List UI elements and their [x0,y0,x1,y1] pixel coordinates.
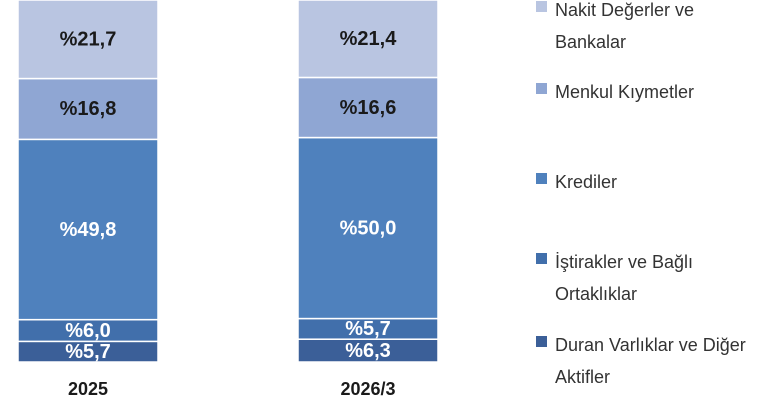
value-label: %6,3 [345,340,391,362]
legend-label: Nakit Değerler ve Bankalar [555,0,695,52]
legend-item: Nakit Değerler ve Bankalar [536,0,766,58]
legend-swatch [536,1,547,12]
legend-item: İştirakler ve Bağlı Ortaklıklar [536,246,766,310]
value-label: %5,7 [65,341,111,363]
bar-segment [297,136,439,320]
value-label: %6,0 [65,320,111,342]
x-tick-label: 2026/3 [340,379,395,399]
bar-segment [297,76,439,139]
legend-item: Menkul Kıymetler [536,76,766,108]
legend-label: İştirakler ve Bağlı Ortaklıklar [555,252,694,304]
value-label: %49,8 [60,219,117,241]
legend-swatch [536,253,547,264]
x-tick-label: 2025 [68,379,108,399]
bar-segment [297,0,439,79]
bar-segment [17,138,159,321]
bar-segment [17,0,159,80]
value-label: %21,7 [60,29,117,51]
value-label: %21,4 [340,28,398,50]
legend-label: Menkul Kıymetler [555,82,695,102]
value-label: %5,7 [345,318,391,340]
legend-label: Krediler [555,172,618,192]
bar-segment [17,77,159,141]
legend-item: Krediler [536,166,766,198]
value-label: %16,6 [340,97,397,119]
legend-swatch [536,173,547,184]
value-label: %50,0 [340,217,397,239]
value-label: %16,8 [60,98,117,120]
legend-swatch [536,336,547,347]
legend-label: Duran Varlıklar ve Diğer Aktifler [555,335,746,387]
legend-item: Duran Varlıklar ve Diğer Aktifler [536,329,766,393]
legend-swatch [536,83,547,94]
